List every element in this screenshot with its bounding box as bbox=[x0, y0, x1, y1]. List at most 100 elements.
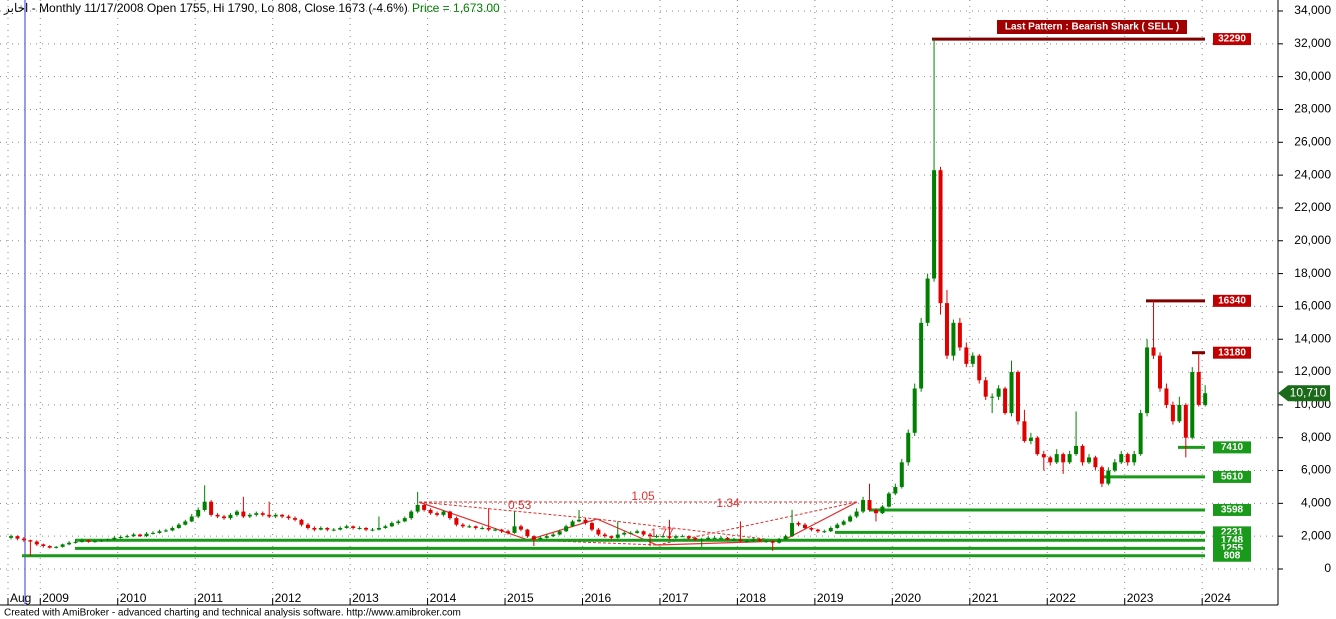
candle-body bbox=[925, 278, 930, 323]
level-box bbox=[1213, 470, 1251, 483]
x-tick-label: 2009 bbox=[42, 591, 69, 605]
candle-body bbox=[86, 540, 91, 542]
candle-body bbox=[486, 527, 491, 530]
candle-body bbox=[1112, 462, 1117, 471]
level-label: 1748 bbox=[1221, 535, 1244, 546]
candle-body bbox=[970, 355, 975, 364]
candle-body bbox=[409, 511, 414, 519]
candle-body bbox=[944, 303, 949, 356]
candle-body bbox=[1074, 445, 1079, 455]
candle-body bbox=[183, 521, 188, 525]
candle-body bbox=[441, 511, 446, 515]
candle-body bbox=[706, 537, 711, 540]
candle-body bbox=[247, 514, 252, 517]
candle-body bbox=[802, 524, 807, 528]
candle-body bbox=[92, 541, 97, 543]
x-tick-label: 2011 bbox=[197, 591, 223, 605]
candle-body bbox=[47, 546, 52, 548]
candle-body bbox=[996, 388, 1001, 397]
candle-body bbox=[893, 486, 898, 494]
candle-body bbox=[273, 514, 278, 517]
candle-body bbox=[73, 541, 78, 543]
candle-body bbox=[854, 511, 859, 517]
candle-body bbox=[454, 518, 459, 525]
candle-body bbox=[815, 529, 820, 532]
candle-body bbox=[1164, 388, 1169, 405]
candle-body bbox=[712, 537, 717, 539]
y-tick-label: 24,000 bbox=[1294, 167, 1331, 181]
candle-body bbox=[615, 534, 620, 538]
candle-body bbox=[318, 527, 323, 530]
candle-body bbox=[609, 536, 614, 538]
x-tick-label: 2020 bbox=[894, 591, 921, 605]
annotation: 1.05 bbox=[631, 489, 655, 503]
x-tick-label: 2016 bbox=[584, 591, 611, 605]
candle-body bbox=[260, 513, 265, 515]
candle-body bbox=[531, 536, 536, 540]
candle-body bbox=[1145, 347, 1150, 414]
candle-body bbox=[648, 534, 653, 537]
candle-body bbox=[783, 536, 788, 540]
candle-body bbox=[796, 523, 801, 525]
candle-body bbox=[886, 493, 891, 507]
candle-body bbox=[512, 526, 517, 533]
candle-body bbox=[1035, 437, 1040, 455]
candle-body bbox=[841, 521, 846, 525]
candle-body bbox=[280, 514, 285, 517]
candle-body bbox=[544, 536, 549, 538]
candle-body bbox=[1093, 457, 1098, 468]
y-tick-label: 28,000 bbox=[1294, 102, 1331, 116]
candle-body bbox=[1028, 437, 1033, 441]
candle-body bbox=[667, 536, 672, 538]
candle-body bbox=[751, 539, 756, 542]
candle-body bbox=[867, 500, 872, 510]
candle-body bbox=[228, 514, 233, 519]
x-tick-label: Aug bbox=[10, 591, 31, 605]
candle-body bbox=[861, 500, 866, 512]
candle-body bbox=[435, 513, 440, 515]
candle-body bbox=[596, 529, 601, 535]
price-badge bbox=[1278, 385, 1330, 402]
candle-body bbox=[1080, 445, 1085, 463]
candle-body bbox=[170, 527, 175, 531]
candle-body bbox=[80, 540, 85, 542]
y-tick-label: 16,000 bbox=[1294, 299, 1331, 313]
level-label: 2231 bbox=[1221, 527, 1244, 538]
x-tick-label: 2018 bbox=[739, 591, 766, 605]
header: اخابر - Monthly 11/17/2008 Open 1755, Hi… bbox=[3, 1, 408, 15]
candle-body bbox=[144, 533, 149, 537]
candle-body bbox=[557, 531, 562, 535]
candle-body bbox=[1054, 454, 1059, 463]
candle-body bbox=[654, 536, 659, 538]
candle-body bbox=[583, 519, 588, 524]
candle-body bbox=[480, 527, 485, 529]
candle-body bbox=[777, 539, 782, 543]
candle-body bbox=[589, 523, 594, 530]
candle-body bbox=[990, 396, 995, 398]
level-box bbox=[1213, 441, 1251, 454]
candle-body bbox=[331, 529, 336, 531]
candle-body bbox=[467, 526, 472, 528]
candle-body bbox=[686, 536, 691, 538]
candle-body bbox=[189, 516, 194, 522]
candle-body bbox=[473, 526, 478, 528]
annotation: 1.77 bbox=[650, 526, 674, 540]
candle-body bbox=[151, 532, 156, 534]
candle-body bbox=[673, 536, 678, 538]
candle-body bbox=[725, 537, 730, 540]
footer: Created with AmiBroker - advanced charti… bbox=[4, 608, 461, 619]
level-label: 7410 bbox=[1221, 442, 1244, 453]
candle-body bbox=[105, 539, 110, 541]
candle-body bbox=[34, 541, 39, 545]
candle-body bbox=[1119, 454, 1124, 463]
candle-body bbox=[738, 539, 743, 542]
candle-body bbox=[983, 380, 988, 397]
candle-body bbox=[305, 524, 310, 528]
candle-body bbox=[570, 521, 575, 527]
candle-body bbox=[938, 170, 943, 304]
x-tick-label: 2024 bbox=[1204, 591, 1231, 605]
candle-body bbox=[1151, 347, 1156, 356]
candle-body bbox=[54, 546, 59, 548]
candle-body bbox=[790, 523, 795, 537]
